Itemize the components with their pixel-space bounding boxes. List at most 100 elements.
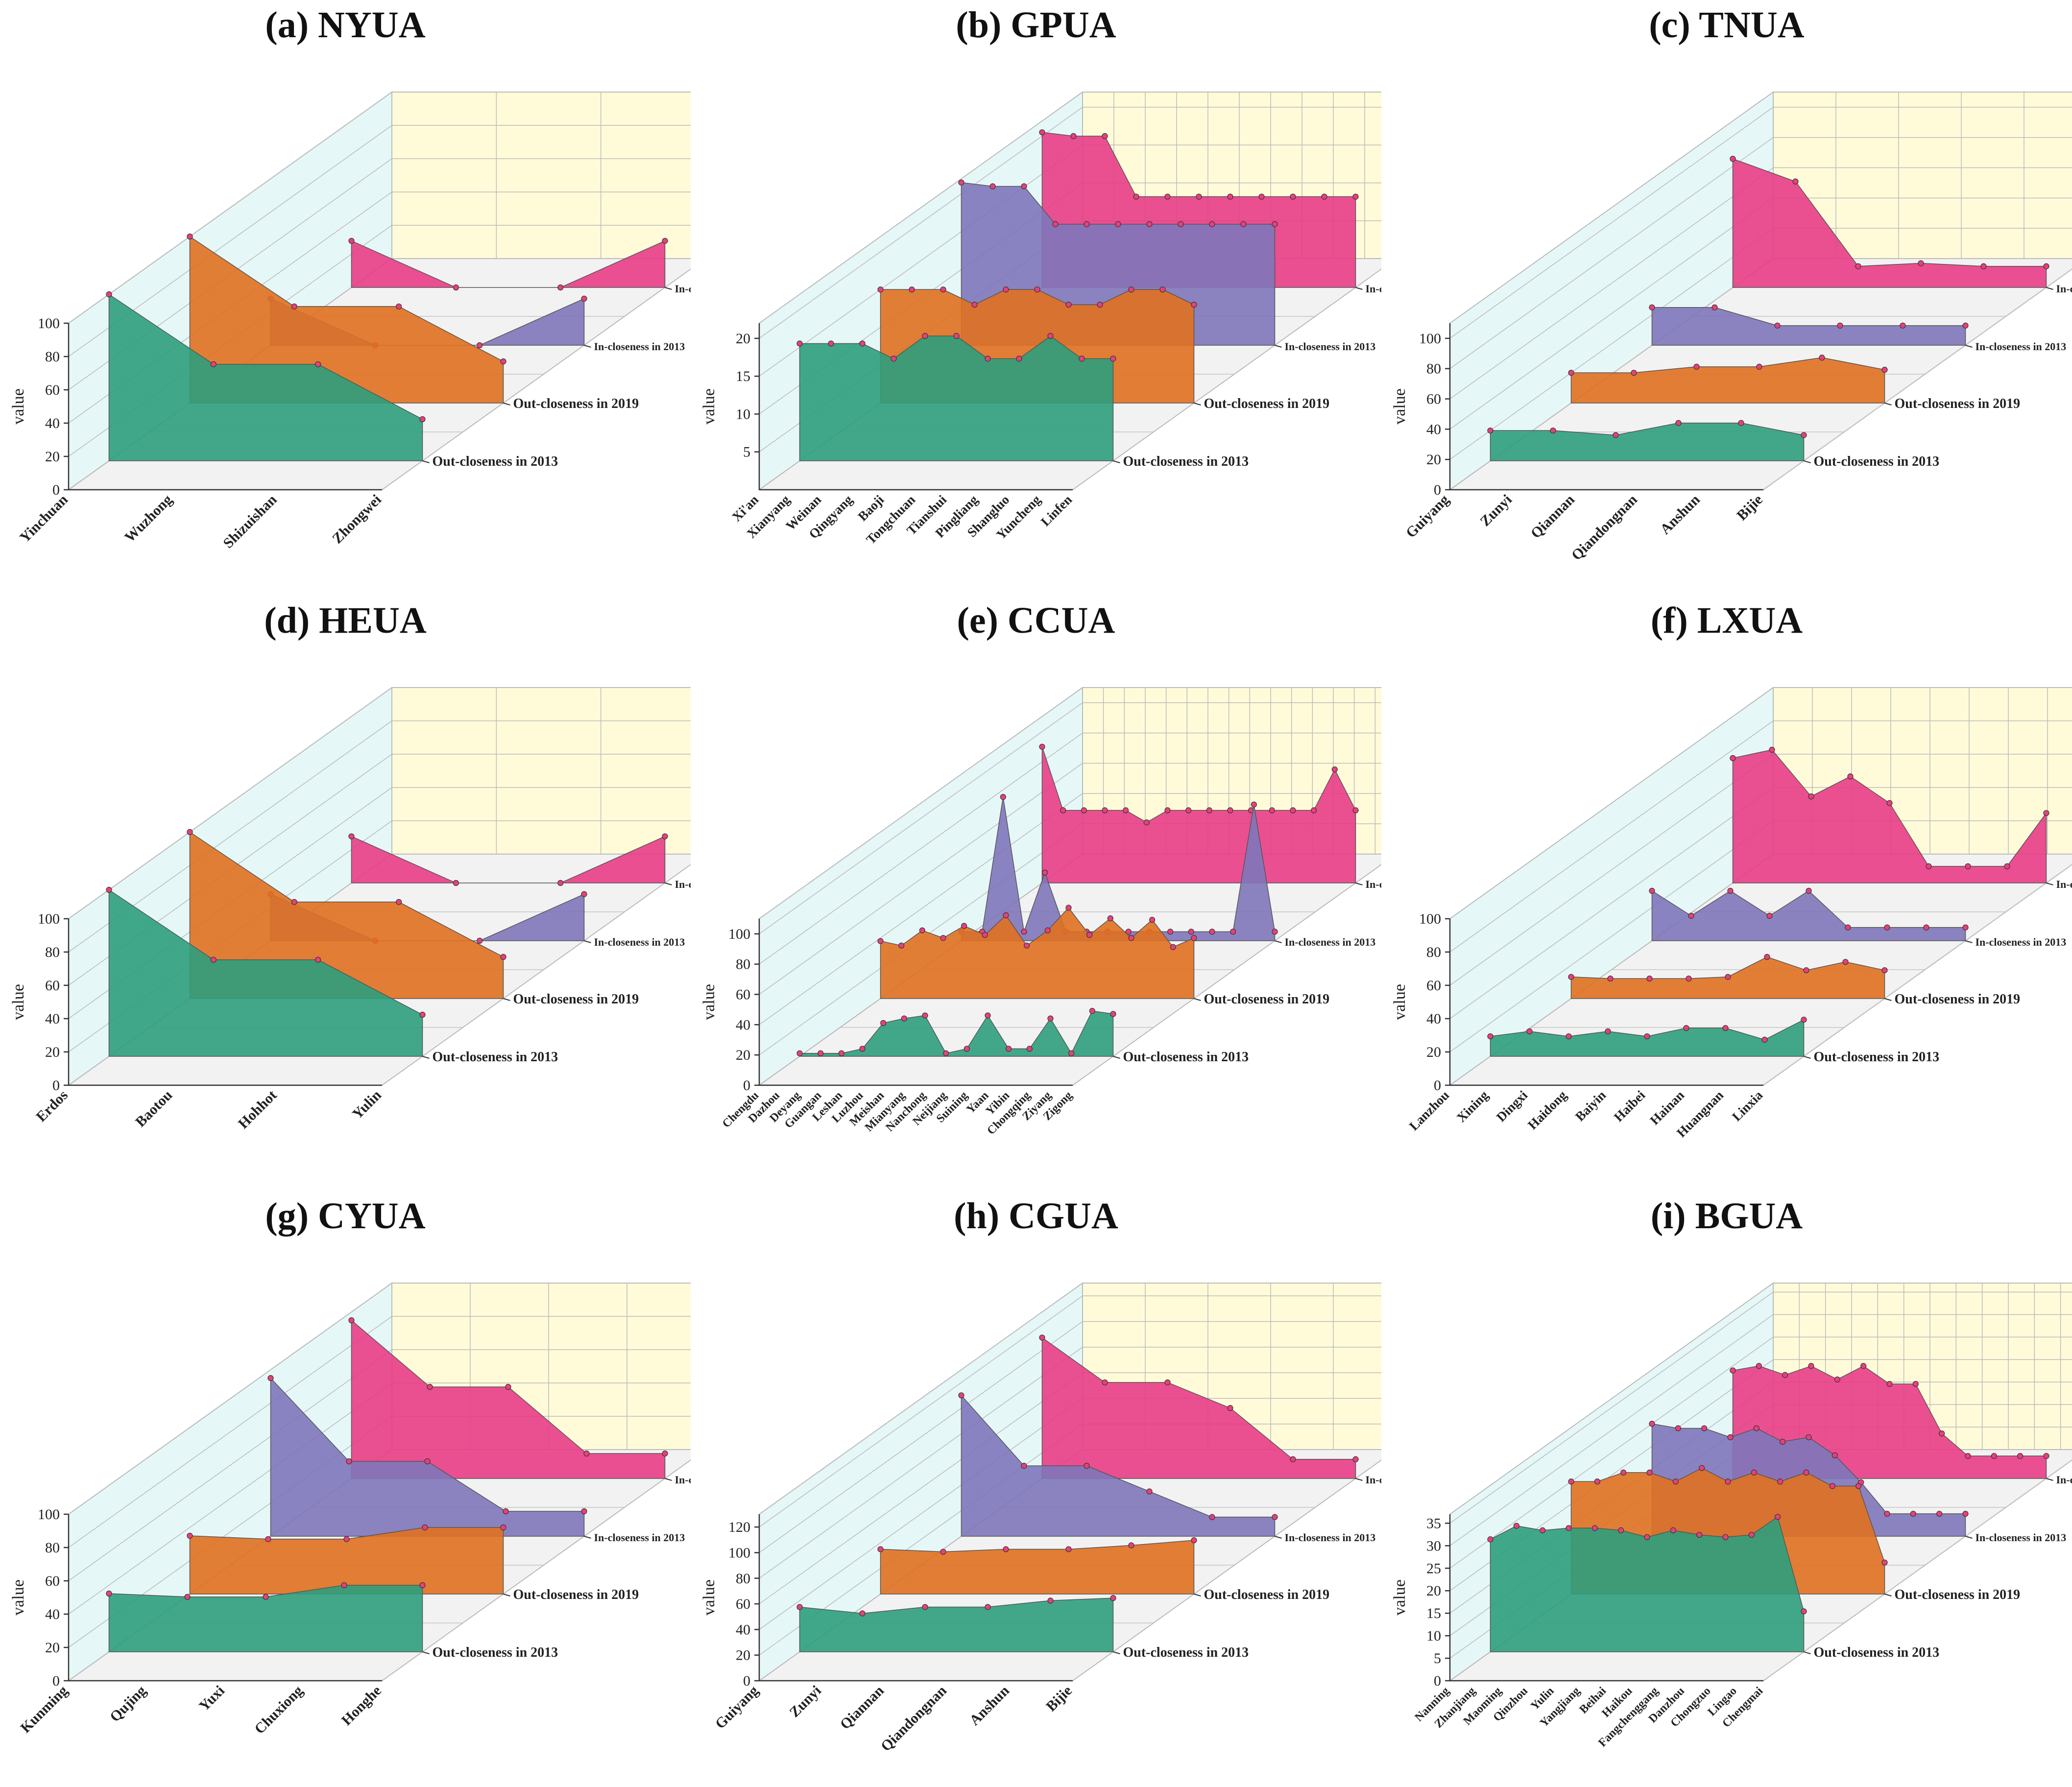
data-point bbox=[1918, 260, 1924, 266]
series-tick bbox=[1355, 287, 1363, 290]
data-point bbox=[1102, 807, 1108, 813]
data-point bbox=[1860, 1363, 1867, 1369]
side-gridline bbox=[1449, 820, 1774, 1052]
data-point bbox=[1352, 193, 1359, 200]
data-point bbox=[1806, 887, 1812, 894]
y-tick-label: 40 bbox=[1426, 421, 1441, 437]
y-tick-label: 40 bbox=[45, 1606, 60, 1622]
series-tick bbox=[665, 882, 672, 885]
plot-g: 0 20 40 60 80 100 value Kunming Qujing Yuxi Chuxio… bbox=[9, 1282, 691, 1738]
category-label: Yuxi bbox=[196, 1683, 228, 1715]
data-point bbox=[581, 891, 587, 897]
y-tick-label: 40 bbox=[45, 1011, 60, 1027]
data-point bbox=[922, 1604, 928, 1610]
y-tick-label: 35 bbox=[1426, 1515, 1441, 1531]
data-point bbox=[419, 416, 426, 423]
series-tick bbox=[1113, 460, 1120, 463]
data-point bbox=[557, 880, 564, 886]
data-point bbox=[1146, 1488, 1153, 1495]
y-tick-label: 60 bbox=[1426, 391, 1441, 407]
series-tick bbox=[2046, 287, 2053, 290]
data-point bbox=[1089, 1008, 1095, 1014]
data-point bbox=[267, 1375, 274, 1382]
data-point bbox=[1605, 1028, 1611, 1035]
data-point bbox=[1753, 1425, 1759, 1431]
data-point bbox=[1290, 1456, 1296, 1462]
series-label: Out-closeness in 2013 bbox=[1123, 1049, 1249, 1065]
series-label: In-closeness in 2019 bbox=[675, 1474, 691, 1486]
data-point bbox=[1230, 929, 1236, 935]
data-point bbox=[1290, 193, 1296, 200]
y-tick-label: 0 bbox=[1434, 482, 1441, 498]
side-gridline bbox=[759, 702, 1083, 934]
data-point bbox=[1649, 304, 1655, 310]
data-point bbox=[898, 942, 905, 949]
data-point bbox=[2017, 1453, 2024, 1459]
data-point bbox=[505, 1383, 511, 1390]
data-point bbox=[1079, 356, 1085, 362]
data-point bbox=[1110, 356, 1116, 362]
data-point bbox=[1016, 356, 1022, 362]
side-gridline bbox=[1449, 787, 1774, 1019]
series-tick bbox=[665, 287, 672, 290]
data-point bbox=[1803, 1469, 1809, 1476]
series-tick bbox=[1194, 403, 1201, 405]
data-point bbox=[1227, 193, 1233, 200]
series-tick bbox=[503, 1594, 510, 1596]
data-point bbox=[1128, 286, 1134, 293]
data-point bbox=[1107, 915, 1113, 922]
data-point bbox=[346, 1458, 352, 1465]
data-point bbox=[1047, 1597, 1054, 1604]
category-label: Guiyang bbox=[712, 1683, 762, 1732]
series-label: Out-closeness in 2019 bbox=[1895, 992, 2021, 1007]
data-point bbox=[1722, 1534, 1729, 1540]
y-tick-label: 60 bbox=[45, 1573, 60, 1589]
category-label: Honghe bbox=[338, 1683, 385, 1729]
side-gridline bbox=[1449, 720, 1774, 953]
data-point bbox=[1670, 1527, 1676, 1533]
data-point bbox=[1321, 193, 1327, 200]
side-gridline bbox=[68, 1316, 392, 1548]
data-point bbox=[1128, 1542, 1134, 1549]
data-point bbox=[1311, 807, 1317, 813]
series-label: In-closeness in 2013 bbox=[594, 1531, 685, 1544]
data-point bbox=[2043, 263, 2049, 269]
series-tick bbox=[1804, 460, 1811, 463]
data-point bbox=[1149, 917, 1156, 923]
y-tick-label: 40 bbox=[1426, 1011, 1441, 1027]
side-gridline bbox=[68, 1283, 392, 1515]
y-tick-label: 80 bbox=[736, 956, 750, 973]
series-tick bbox=[1113, 1056, 1120, 1059]
data-point bbox=[477, 937, 483, 944]
data-point bbox=[1618, 1527, 1624, 1533]
y-tick-label: 80 bbox=[45, 944, 60, 960]
data-point bbox=[581, 295, 587, 302]
y-tick-label: 25 bbox=[1426, 1560, 1441, 1576]
data-point bbox=[1756, 363, 1762, 370]
data-point bbox=[1693, 363, 1700, 370]
data-point bbox=[1748, 1531, 1755, 1538]
data-point bbox=[210, 956, 217, 963]
data-point bbox=[106, 886, 112, 893]
data-point bbox=[315, 956, 321, 963]
data-point bbox=[1081, 807, 1087, 813]
data-point bbox=[1900, 322, 1906, 329]
data-point bbox=[1727, 1434, 1734, 1440]
y-axis-label: value bbox=[1391, 1579, 1409, 1616]
data-point bbox=[1980, 263, 1987, 269]
data-point bbox=[1003, 286, 1009, 293]
data-point bbox=[1819, 355, 1825, 361]
category-label: Shizuishan bbox=[220, 491, 280, 551]
series-tick bbox=[1884, 998, 1892, 1001]
series-label: In-closeness in 2013 bbox=[594, 340, 685, 353]
y-tick-label: 20 bbox=[736, 331, 750, 347]
data-point bbox=[1047, 333, 1054, 339]
category-label: Chuxiong bbox=[251, 1683, 306, 1738]
data-point bbox=[1801, 1608, 1807, 1615]
side-gridline bbox=[759, 1295, 1083, 1527]
data-point bbox=[1021, 1463, 1027, 1469]
data-point bbox=[1962, 1510, 1969, 1517]
side-gridline bbox=[1449, 137, 1774, 369]
category-label: Zunyi bbox=[786, 1683, 824, 1721]
